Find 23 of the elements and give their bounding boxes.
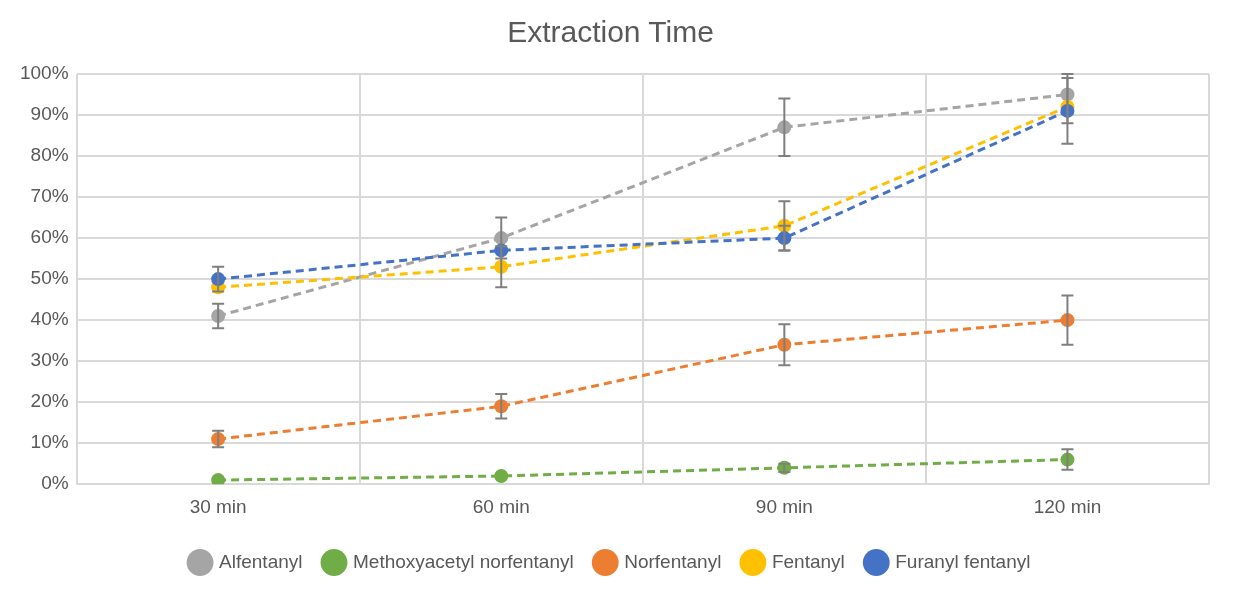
y-tick-label: 10% — [30, 431, 69, 453]
y-tick-label: 20% — [30, 390, 69, 412]
point — [211, 473, 226, 485]
y-tick-label: 70% — [30, 185, 69, 207]
y-tick-label: 60% — [30, 226, 69, 248]
legend-label: Furanyl fentanyl — [895, 550, 1031, 572]
y-tick-label: 40% — [30, 308, 69, 330]
legend-label: Alfentanyl — [219, 550, 303, 572]
legend-label: Norfentanyl — [624, 550, 722, 572]
y-tick-label: 90% — [30, 103, 69, 125]
x-tick-label: 60 min — [472, 495, 530, 517]
chart-title: Extraction Time — [507, 15, 714, 49]
y-tick-label: 0% — [41, 472, 69, 494]
legend-label: Fentanyl — [771, 550, 845, 572]
legend-label: Methoxyacetyl norfentanyl — [353, 550, 574, 572]
y-tick-label: 100% — [19, 62, 69, 84]
x-tick-label: 30 min — [189, 495, 247, 517]
y-tick-label: 50% — [30, 267, 69, 289]
point — [494, 469, 509, 483]
y-tick-label: 80% — [30, 144, 69, 166]
y-tick-label: 30% — [30, 349, 69, 371]
x-tick-label: 90 min — [755, 495, 813, 517]
x-tick-label: 120 min — [1033, 495, 1102, 517]
